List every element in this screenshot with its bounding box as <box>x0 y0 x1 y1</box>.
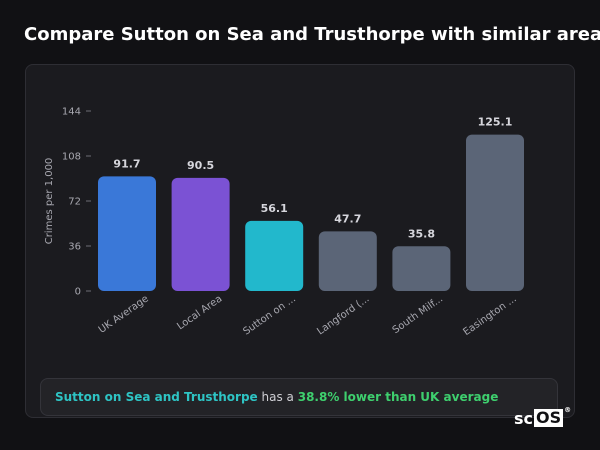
logo-registered-mark: ® <box>564 406 572 414</box>
x-tick-label: Easington ... <box>461 293 518 338</box>
bar <box>245 220 304 291</box>
bar-value-label: 35.8 <box>408 227 435 240</box>
value-labels-group: 91.7 90.5 56.1 47.7 35.8 125.1 <box>113 116 512 241</box>
x-tick-labels-group: UK Average Local Area Sutton on ... Langfor… <box>97 293 519 338</box>
page-title: Compare Sutton on Sea and Trusthorpe wit… <box>24 24 600 45</box>
x-tick-label: South Milf... <box>391 293 445 336</box>
y-tick-label: 144 <box>62 107 81 118</box>
bar <box>171 177 230 291</box>
y-axis: 0 36 72 108 144 <box>62 107 91 298</box>
logo-boxed: OS <box>534 408 564 427</box>
bar <box>466 134 524 291</box>
x-tick-label: Local Area <box>175 293 224 332</box>
y-tick-label: 36 <box>68 242 81 253</box>
scos-logo: sc OS ® <box>514 406 572 429</box>
bar-value-label: 56.1 <box>261 202 288 215</box>
callout-stat: 38.8% lower than UK average <box>297 390 499 404</box>
y-tick-label: 72 <box>68 197 81 208</box>
bars-group <box>98 134 524 291</box>
bar-value-label: 91.7 <box>113 157 140 170</box>
logo-prefix: sc <box>514 408 534 428</box>
x-tick-label: UK Average <box>97 293 151 335</box>
bar <box>318 231 377 291</box>
y-tick-label: 108 <box>62 152 81 163</box>
x-tick-label: Langford (... <box>315 293 371 337</box>
x-tick-label: Sutton on ... <box>241 293 298 337</box>
bar-value-label: 47.7 <box>334 212 361 225</box>
bar-value-label: 90.5 <box>187 159 214 172</box>
comparison-callout: Sutton on Sea and Trusthorpe has a 38.8%… <box>40 378 558 416</box>
bar <box>98 176 156 291</box>
y-tick-label: 0 <box>75 287 81 298</box>
callout-area-name: Sutton on Sea and Trusthorpe <box>55 390 258 404</box>
bar-value-label: 125.1 <box>478 116 513 129</box>
callout-text: has a <box>257 390 298 404</box>
bar <box>392 246 451 291</box>
y-axis-label: Crimes per 1,000 <box>44 158 55 245</box>
